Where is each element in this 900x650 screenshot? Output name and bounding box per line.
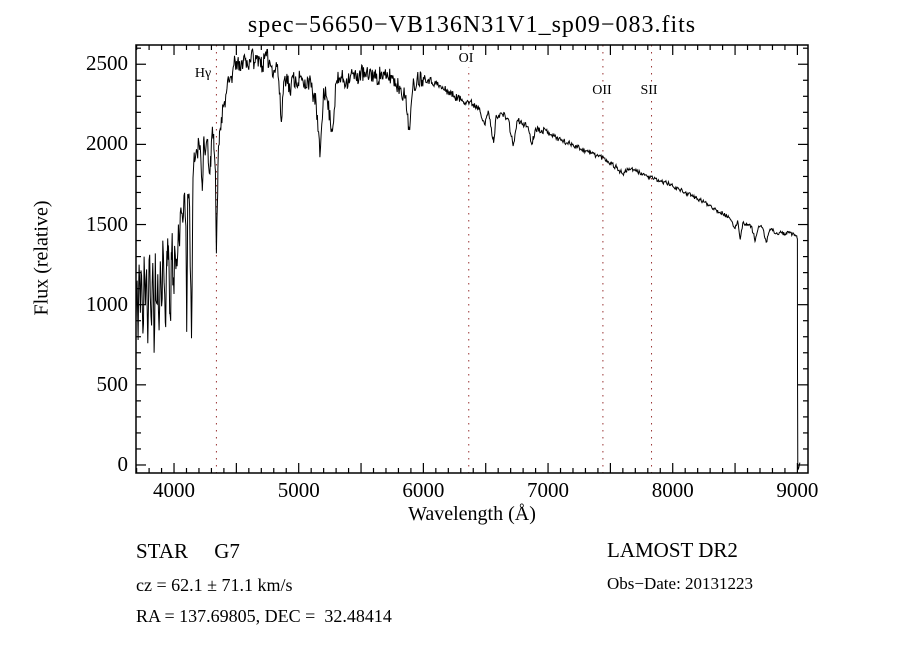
- survey-text: LAMOST DR2: [607, 538, 738, 562]
- x-axis-label: Wavelength (Å): [408, 503, 536, 525]
- x-tick-label-7000: 7000: [527, 478, 570, 502]
- x-tick-label-9000: 9000: [776, 478, 819, 502]
- cz-velocity-text: cz = 62.1 ± 71.1 km/s: [136, 575, 293, 595]
- y-axis-label: Flux (relative): [30, 200, 53, 316]
- obs-date-text: Obs−Date: 20131223: [607, 574, 754, 593]
- line-label-OII: OII: [590, 83, 614, 99]
- y-tick-label-500: 500: [96, 371, 129, 396]
- object-class-text: STAR G7: [136, 539, 240, 563]
- line-label-OI: OI: [456, 51, 476, 67]
- line-label-Hγ: Hγ: [192, 66, 214, 82]
- x-tick-label-4000: 4000: [153, 478, 196, 502]
- ra-dec-text: RA = 137.69805, DEC = 32.48414: [136, 606, 392, 626]
- plot-frame: [135, 44, 809, 474]
- spectrum-curve: [136, 47, 801, 472]
- x-tick-label-6000: 6000: [402, 478, 445, 502]
- y-tick-label-0: 0: [117, 451, 129, 476]
- plot-title: spec−56650−VB136N31V1_sp09−083.fits: [247, 12, 697, 38]
- y-tick-label-1500: 1500: [86, 211, 128, 236]
- y-tick-label-2000: 2000: [86, 131, 128, 156]
- x-tick-label-8000: 8000: [651, 478, 694, 502]
- x-tick-label-5000: 5000: [277, 478, 320, 502]
- line-label-SII: SII: [638, 83, 660, 99]
- y-tick-label-1000: 1000: [86, 291, 128, 316]
- y-tick-label-2500: 2500: [86, 51, 128, 76]
